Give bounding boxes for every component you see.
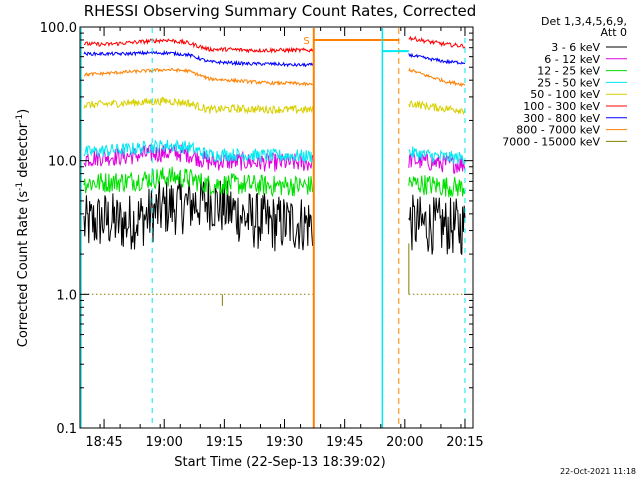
series-line [83,174,314,252]
series-line [408,151,466,174]
series-800-7000-kev [83,67,466,88]
x-tick-label: 20:00 [386,435,423,450]
series-25-50-kev [83,139,466,165]
legend-header: Det 1,3,4,5,6,9, [541,15,627,28]
chart-title: RHESSI Observing Summary Count Rates, Co… [84,2,477,20]
x-tick-label: 19:00 [145,435,182,450]
legend-label: 25 - 50 keV [537,76,600,89]
series-50-100-kev [83,96,466,116]
plot-frame [79,26,474,429]
legend-label: 6 - 12 keV [544,53,600,66]
series-line [408,146,466,165]
legend-label: 100 - 300 keV [523,100,600,113]
y-axis: 0.1 1.0 10.0 100.0 [40,21,473,437]
y-axis-label: Corrected Count Rate (s-1 detector-1) [15,109,31,347]
series-7000-15000-kev [84,243,465,306]
legend-label: 12 - 25 keV [537,65,600,78]
footer-date: 22-Oct-2021 11:18 [560,467,636,476]
y-label-sup1: -1 [15,182,25,191]
series-line [408,175,466,198]
y-label-mid: detector [16,122,31,182]
legend-label: 300 - 800 keV [523,112,600,125]
x-tick-label: 19:30 [266,435,303,450]
x-axis-label: Start Time (22-Sep-13 18:39:02) [174,455,385,470]
x-tick-label: 20:15 [446,435,483,450]
series-line [408,194,466,255]
legend-header: Att 0 [601,26,627,39]
x-tick-label: 18:45 [85,435,122,450]
y-tick-label: 100.0 [40,21,77,36]
plot-area: S [80,28,466,428]
y-label-sup2: -1 [15,114,25,123]
series-line [83,139,313,164]
series-12-25-kev [83,166,466,198]
series-line [408,52,466,65]
series-line [83,96,314,115]
y-tick-label: 0.1 [56,422,77,437]
series-line [408,35,466,49]
x-axis: 18:45 19:00 19:15 19:30 19:45 20:00 20:15 [79,27,484,450]
series-line [408,100,466,116]
series-3-6-kev [83,174,466,255]
series-300-800-kev [83,49,466,68]
series-line [83,67,313,87]
series-line [408,67,466,88]
series-line [84,37,314,54]
series-line [83,166,314,198]
x-tick-label: 19:15 [206,435,243,450]
x-tick-label: 19:45 [326,435,363,450]
saa-flag: S [303,36,309,47]
y-label-main: Corrected Count Rate (s [16,191,31,348]
y-label-end: ) [16,109,31,114]
y-tick-label: 10.0 [48,155,77,170]
y-tick-label: 1.0 [56,288,77,303]
series-6-12-kev [83,144,466,174]
series-line [83,49,314,68]
legend-label: 50 - 100 keV [530,88,600,101]
legend-label: 3 - 6 keV [551,41,600,54]
legend-label: 800 - 7000 keV [516,124,600,137]
series-100-300-kev [84,35,466,54]
legend-label: 7000 - 15000 keV [502,135,600,148]
